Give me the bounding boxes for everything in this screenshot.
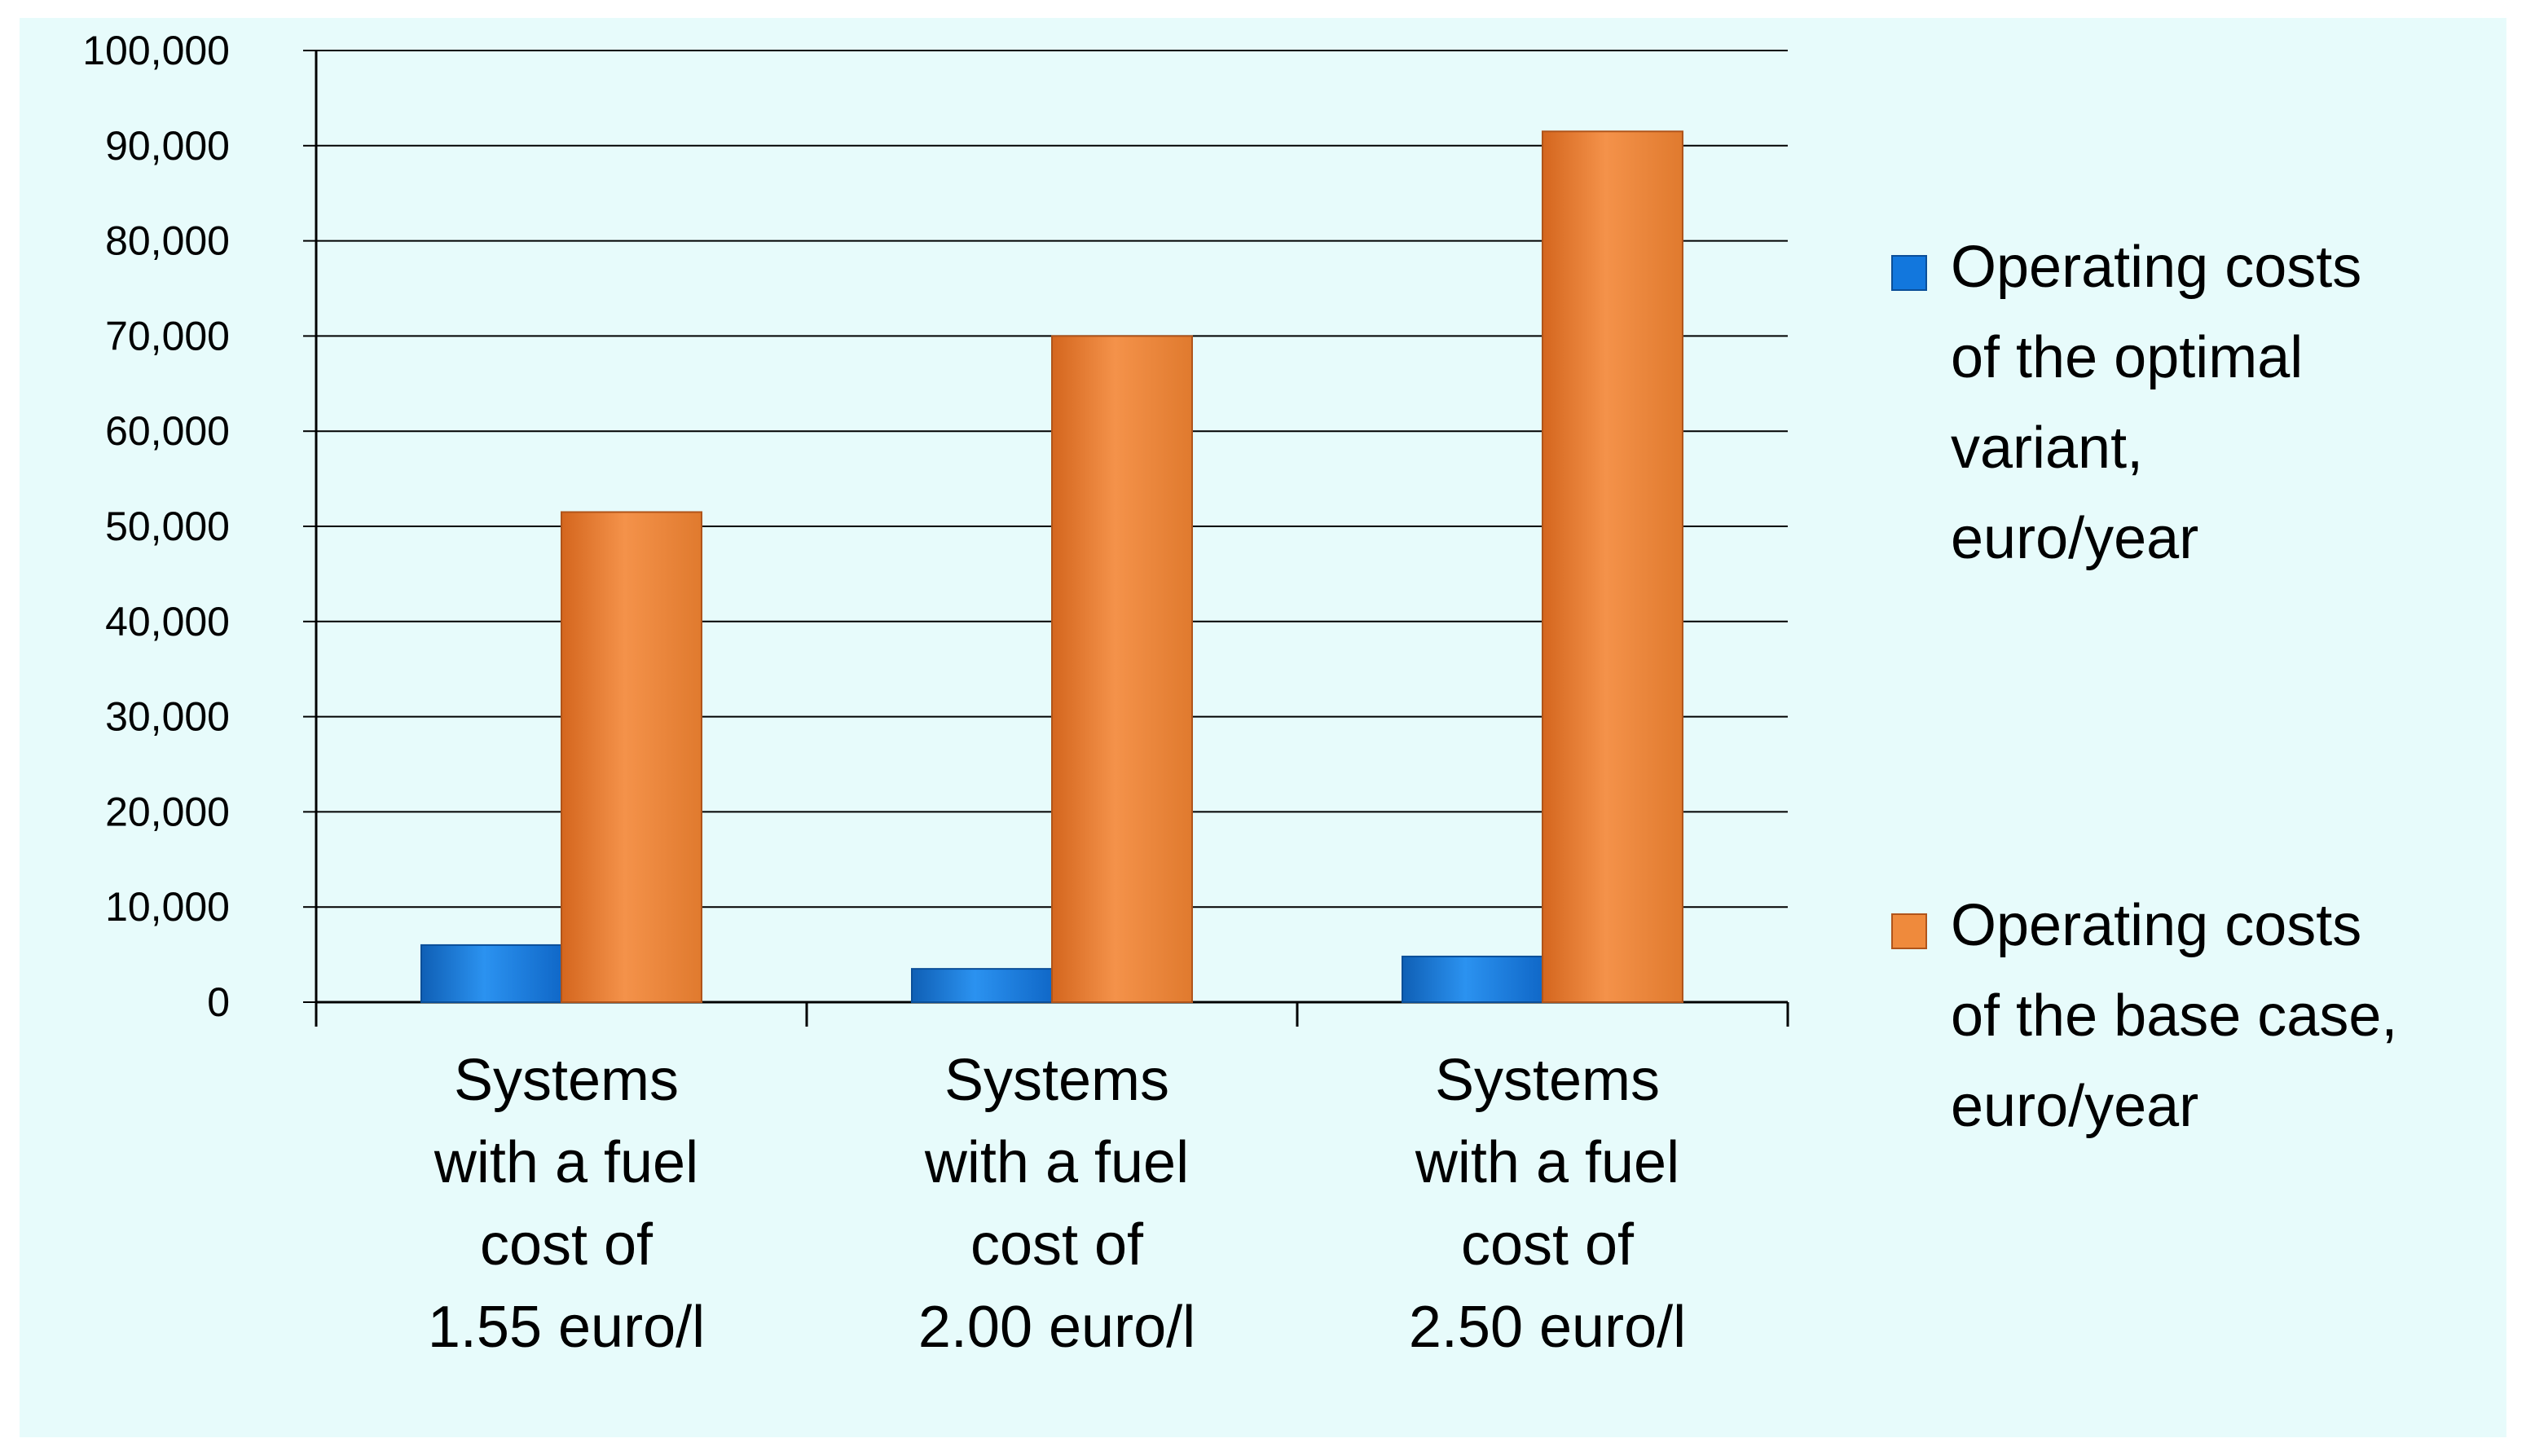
x-category-label: 2.00 euro/l [918,1295,1195,1360]
y-tick-label: 10,000 [105,884,230,930]
bar-base-case [561,511,702,1003]
y-tick-label: 60,000 [105,408,230,454]
legend-label: euro/year [1951,1074,2198,1139]
x-category-label: 1.55 euro/l [428,1295,705,1360]
legend: Operating costs of the optimal variant, eur… [1891,235,2397,1139]
bar-optimal-variant [911,968,1053,1003]
x-category-label: Systems [1435,1048,1660,1113]
bars [420,130,1683,1004]
legend-label: Operating costs [1951,893,2361,958]
legend-label: euro/year [1951,506,2198,571]
y-tick-label: 40,000 [105,599,230,644]
y-axis-ticks: 0 10,000 20,000 30,000 40,000 50,000 60,000 70,… [82,28,316,1025]
bar-base-case [1542,130,1683,1003]
x-category-label: Systems [454,1048,679,1113]
bar-optimal-variant [1402,955,1543,1004]
x-category-label: cost of [480,1212,654,1278]
x-category-label: with a fuel [1415,1130,1679,1195]
bar-base-case [1051,335,1193,1003]
y-tick-label: 0 [207,979,230,1025]
x-category-label: cost of [1461,1212,1635,1278]
legend-label: variant, [1951,416,2143,481]
legend-label: of the base case, [1951,983,2397,1049]
legend-label: of the optimal [1951,325,2303,390]
x-axis-categories: Systems with a fuel cost of 1.55 euro/l Syst… [428,1048,1686,1360]
y-tick-label: 80,000 [105,218,230,264]
x-category-label: with a fuel [924,1130,1189,1195]
y-tick-label: 100,000 [82,28,230,73]
y-tick-label: 30,000 [105,694,230,740]
y-tick-label: 90,000 [105,123,230,169]
y-tick-label: 20,000 [105,789,230,834]
chart-area: 0 10,000 20,000 30,000 40,000 50,000 60,000 70,… [20,18,2506,1437]
bar-chart: 0 10,000 20,000 30,000 40,000 50,000 60,000 70,… [82,28,2397,1360]
legend-swatch-base [1891,913,1927,949]
x-category-label: Systems [944,1048,1169,1113]
legend-label: Operating costs [1951,235,2361,300]
x-category-label: with a fuel [433,1130,698,1195]
y-tick-label: 70,000 [105,313,230,359]
y-tick-label: 50,000 [105,504,230,549]
x-category-label: 2.50 euro/l [1409,1295,1686,1360]
x-category-label: cost of [970,1212,1144,1278]
legend-swatch-optimal [1891,255,1927,291]
bar-optimal-variant [420,944,562,1004]
